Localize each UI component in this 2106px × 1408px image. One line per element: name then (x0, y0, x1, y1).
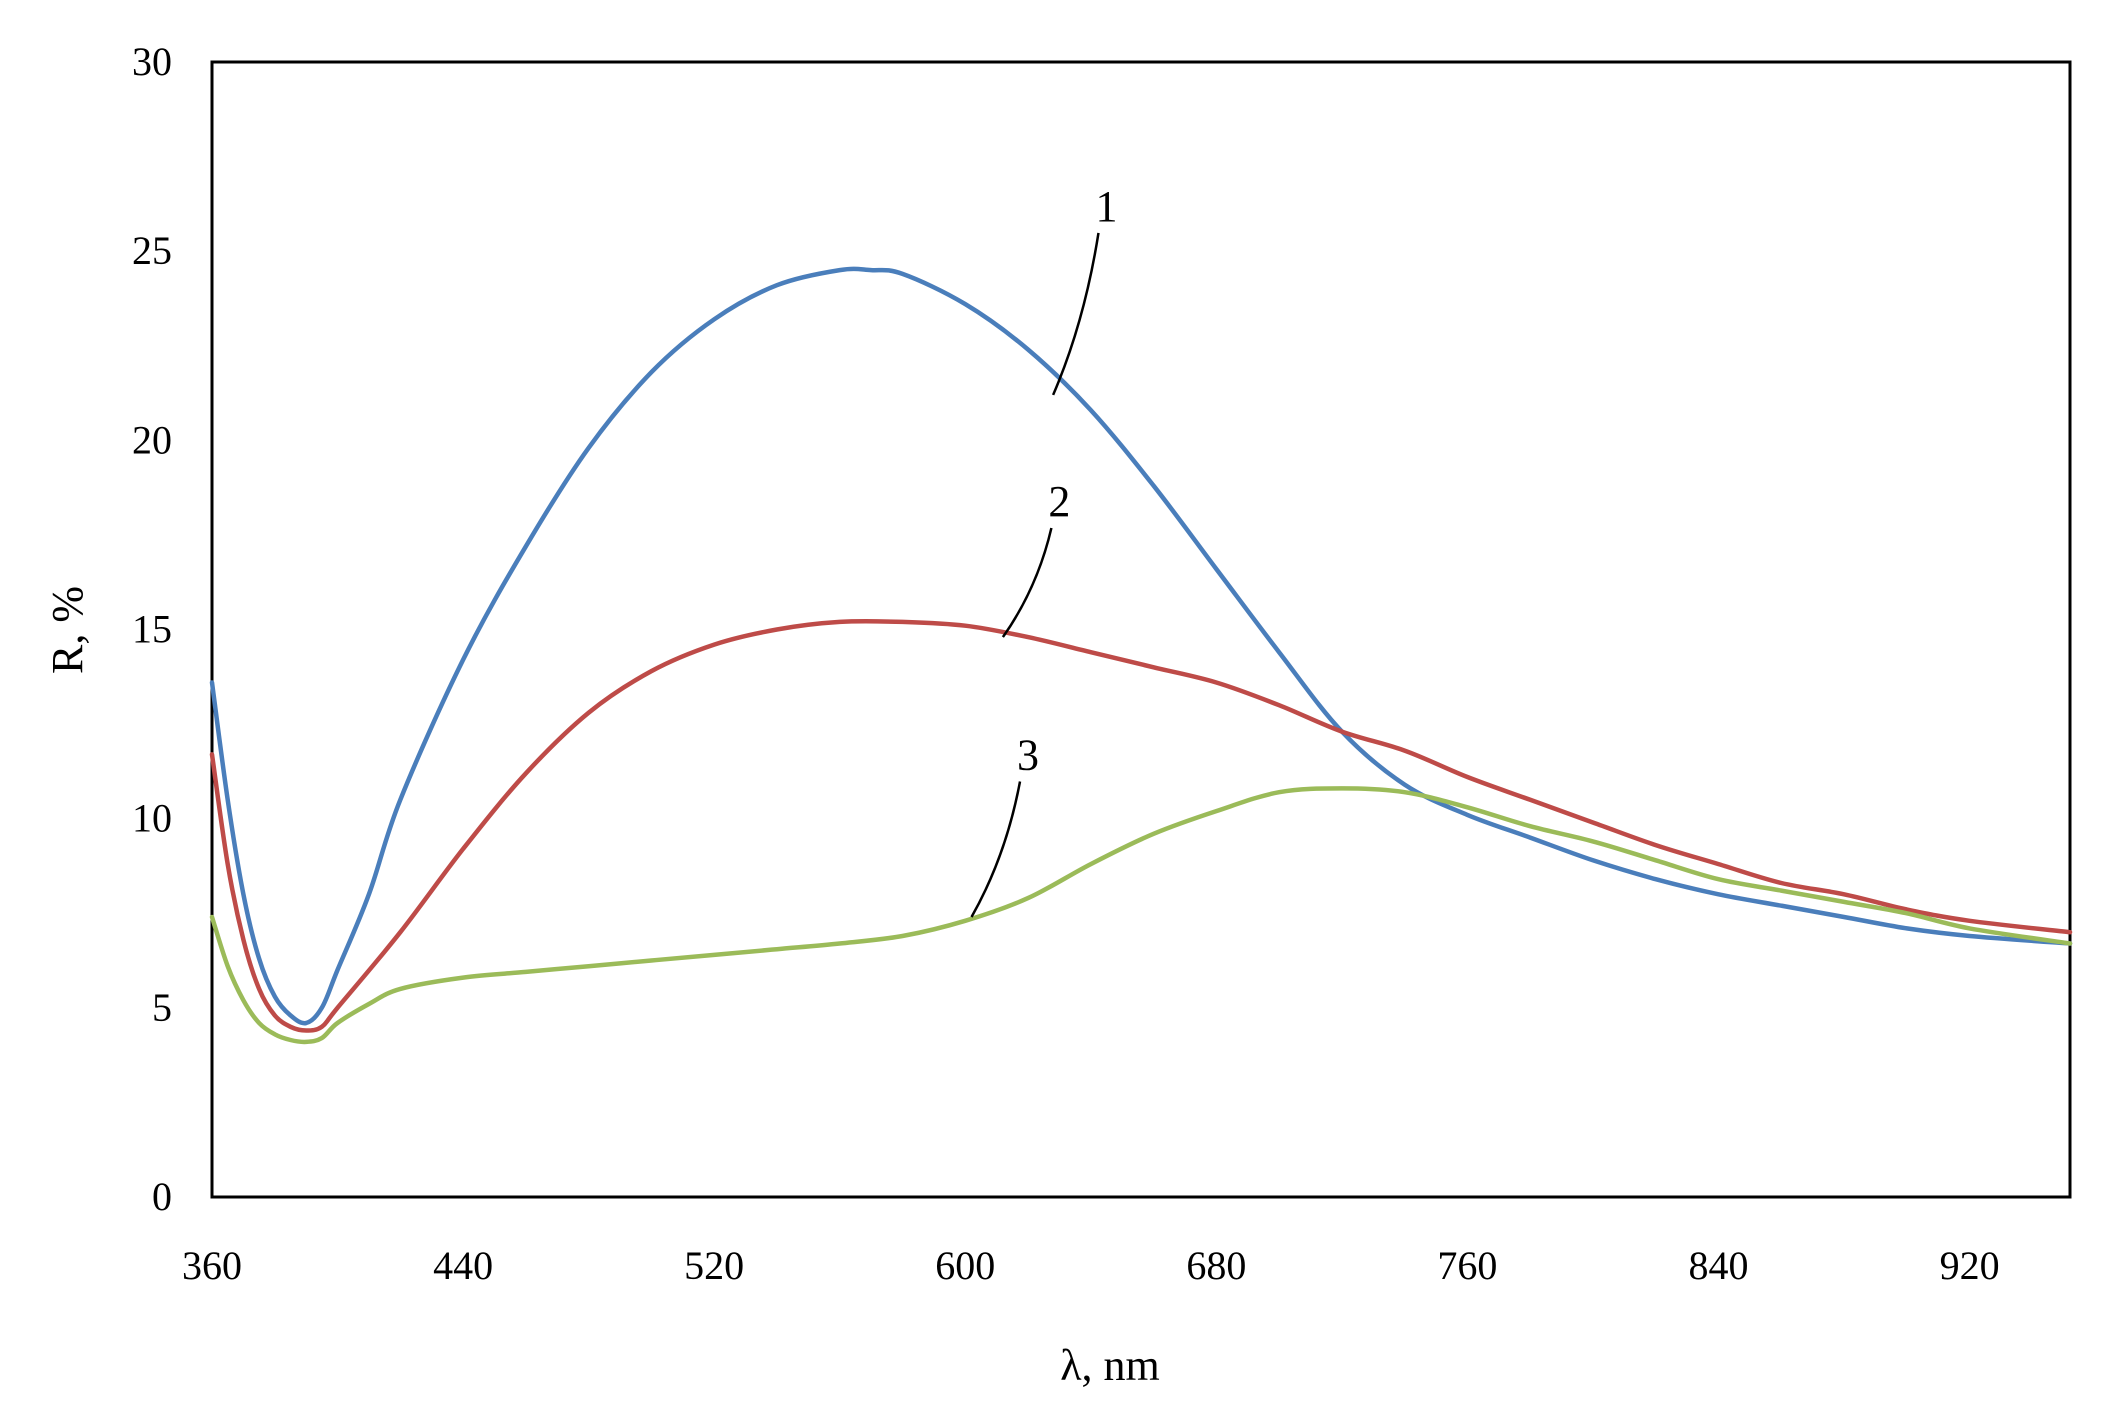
x-tick-label: 440 (433, 1243, 493, 1288)
x-tick-label: 920 (1940, 1243, 2000, 1288)
x-axis-title: λ, nm (1060, 1341, 1160, 1390)
y-tick-label: 10 (132, 796, 172, 841)
x-tick-label: 840 (1688, 1243, 1748, 1288)
curve-label-3: 3 (1017, 730, 1039, 779)
curve-leader-2 (1001, 527, 1053, 638)
y-tick-label: 20 (132, 417, 172, 462)
plot-area (210, 60, 2072, 1199)
series-3-line (209, 786, 2073, 1045)
y-tick-label: 25 (132, 228, 172, 273)
series-1-line (209, 266, 2073, 1026)
y-tick-label: 15 (132, 607, 172, 652)
x-tick-label: 760 (1437, 1243, 1497, 1288)
y-tick-label: 30 (132, 39, 172, 84)
y-axis-ticks: 0 5 10 15 20 25 30 (132, 39, 172, 1219)
curve-label-2: 2 (1048, 477, 1070, 526)
x-tick-label: 600 (935, 1243, 995, 1288)
curve-annotations: 1 2 3 (970, 182, 1117, 918)
curve-label-1: 1 (1095, 182, 1117, 231)
y-tick-label: 5 (152, 985, 172, 1030)
x-tick-label: 520 (684, 1243, 744, 1288)
curve-leader-3 (970, 781, 1022, 918)
series-2-line (209, 618, 2073, 1033)
curve-leader-1 (1051, 232, 1100, 396)
x-tick-label: 680 (1186, 1243, 1246, 1288)
y-axis-title: R, % (43, 586, 92, 674)
x-axis-ticks: 360 440 520 600 680 760 840 920 (182, 1243, 2000, 1288)
x-tick-label: 360 (182, 1243, 242, 1288)
series-lines (209, 266, 2073, 1045)
y-tick-label: 0 (152, 1174, 172, 1219)
